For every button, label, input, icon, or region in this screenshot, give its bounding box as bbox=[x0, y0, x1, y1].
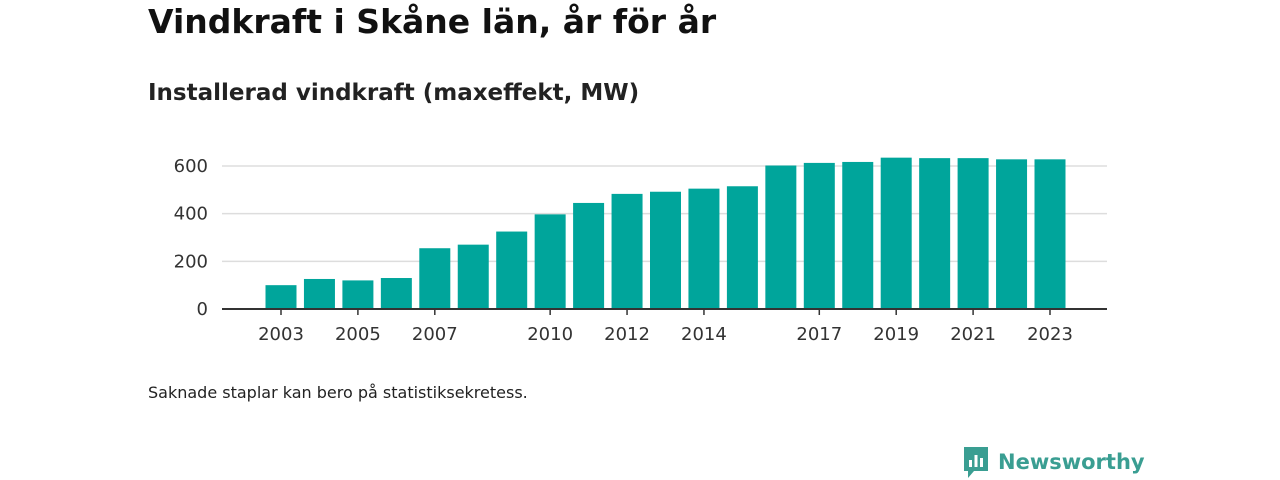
bar-chart: 0 200 400 600 2003 2005 2007 2010 2012 2014 2017 20… bbox=[174, 156, 1107, 345]
x-tick-label: 2023 bbox=[1027, 324, 1073, 345]
y-tick-label: 0 bbox=[197, 299, 208, 320]
bars bbox=[265, 157, 1066, 309]
bar-2010 bbox=[534, 214, 566, 309]
bar-2009 bbox=[496, 231, 528, 309]
bar-2004 bbox=[303, 278, 335, 309]
bar-2016 bbox=[765, 165, 797, 309]
brand-name: Newsworthy bbox=[998, 450, 1145, 474]
chart-subtitle: Installerad vindkraft (maxeffekt, MW) bbox=[148, 80, 640, 106]
bar-2014 bbox=[688, 188, 720, 309]
bar-2019 bbox=[880, 157, 912, 309]
bar-2021 bbox=[957, 158, 989, 309]
x-tick-label: 2017 bbox=[796, 324, 842, 345]
x-tick-label: 2003 bbox=[258, 324, 304, 345]
bar-2005 bbox=[342, 280, 374, 309]
bar-2013 bbox=[650, 191, 681, 309]
x-tick-label: 2010 bbox=[527, 324, 573, 345]
x-tick-label: 2007 bbox=[412, 324, 458, 345]
axes: 0 200 400 600 2003 2005 2007 2010 2012 2014 2017 20… bbox=[174, 156, 1107, 345]
bar-2003 bbox=[265, 285, 297, 309]
brand-logo: Newsworthy bbox=[962, 445, 1145, 479]
bar-2017 bbox=[803, 162, 835, 309]
bar-2018 bbox=[842, 161, 874, 309]
bar-2022 bbox=[996, 159, 1028, 309]
bar-2007 bbox=[419, 248, 451, 309]
footnote: Saknade staplar kan bero på statistiksek… bbox=[148, 383, 528, 402]
y-tick-label: 200 bbox=[174, 251, 208, 272]
y-tick-label: 400 bbox=[174, 204, 208, 225]
bar-2006 bbox=[380, 278, 412, 309]
x-tick-label: 2005 bbox=[335, 324, 381, 345]
x-tick-label: 2012 bbox=[604, 324, 650, 345]
chart-title: Vindkraft i Skåne län, år för år bbox=[148, 2, 717, 41]
bar-2023 bbox=[1034, 159, 1066, 309]
bar-2020 bbox=[919, 158, 951, 309]
x-tick-label: 2014 bbox=[681, 324, 727, 345]
x-tick-label: 2019 bbox=[873, 324, 919, 345]
newsworthy-logo-icon bbox=[964, 447, 988, 478]
bar-2015 bbox=[726, 186, 758, 309]
x-tick-label: 2021 bbox=[950, 324, 996, 345]
bar-2008 bbox=[457, 244, 489, 309]
bar-2012 bbox=[611, 193, 643, 309]
bar-2011 bbox=[573, 202, 605, 309]
y-tick-label: 600 bbox=[174, 156, 208, 177]
